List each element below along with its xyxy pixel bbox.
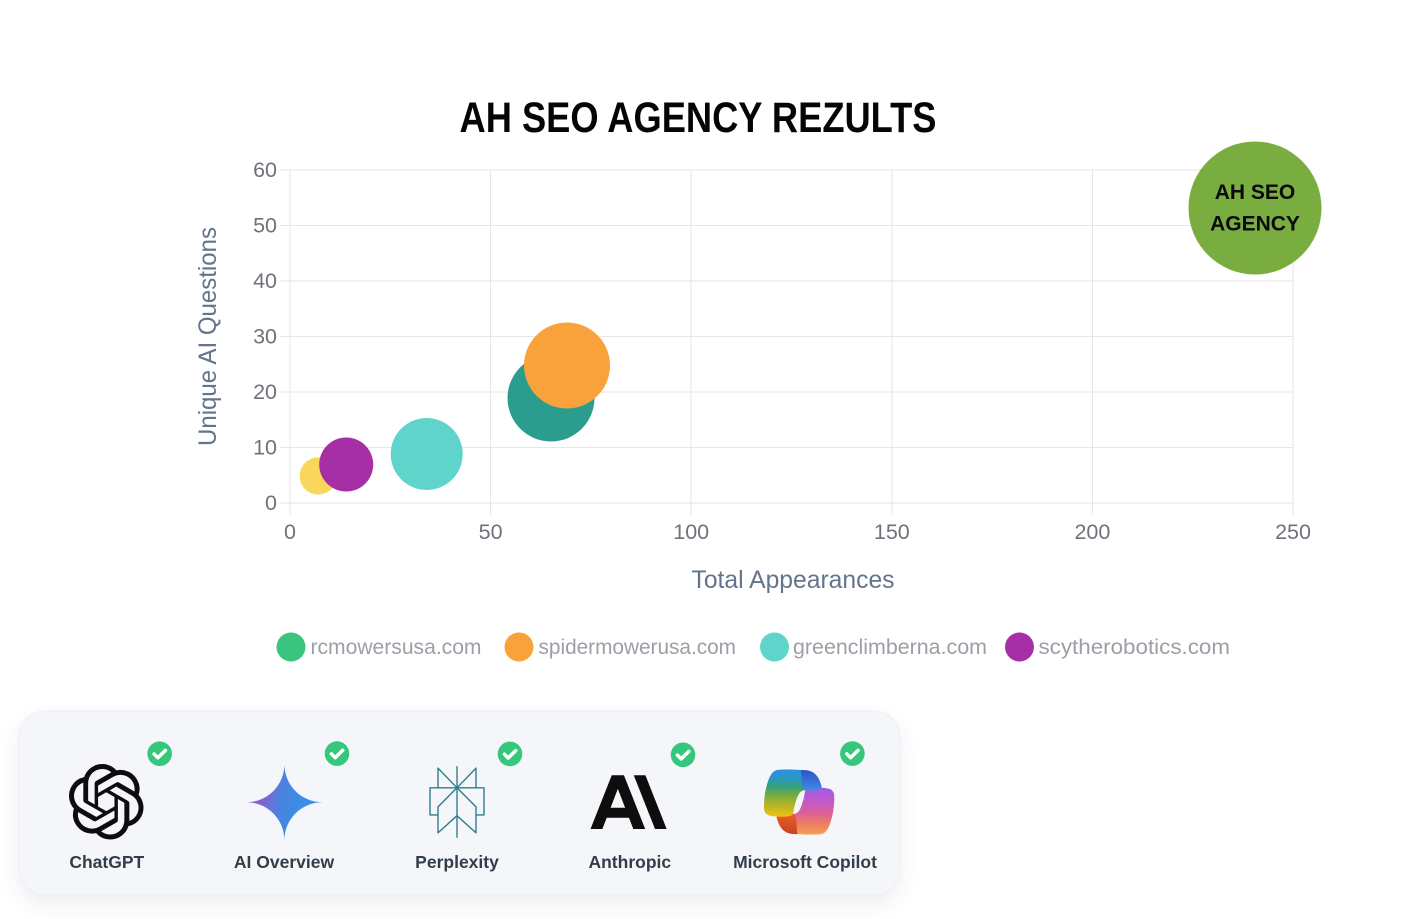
svg-text:Unique AI Questions: Unique AI Questions (194, 227, 222, 446)
svg-text:200: 200 (1074, 520, 1110, 544)
svg-text:AH SEO AGENCY REZULTS: AH SEO AGENCY REZULTS (460, 95, 937, 142)
svg-text:scytherobotics.com: scytherobotics.com (1039, 636, 1231, 659)
svg-text:40: 40 (253, 269, 277, 293)
svg-text:10: 10 (253, 436, 277, 460)
svg-text:Perplexity: Perplexity (415, 852, 499, 872)
svg-text:spidermowerusa.com: spidermowerusa.com (539, 636, 737, 659)
svg-text:0: 0 (265, 491, 277, 515)
svg-text:150: 150 (874, 520, 910, 544)
svg-text:20: 20 (253, 380, 277, 404)
svg-text:100: 100 (673, 520, 709, 544)
svg-text:greenclimberna.com: greenclimberna.com (793, 636, 987, 659)
svg-text:Anthropic: Anthropic (588, 852, 671, 872)
svg-text:50: 50 (479, 520, 503, 544)
svg-text:AI Overview: AI Overview (234, 852, 335, 872)
svg-text:0: 0 (284, 520, 296, 544)
svg-text:ChatGPT: ChatGPT (69, 852, 144, 872)
svg-text:Total Appearances: Total Appearances (692, 566, 895, 594)
svg-text:AGENCY: AGENCY (1210, 213, 1300, 236)
svg-text:AH SEO: AH SEO (1215, 181, 1296, 204)
svg-text:Microsoft Copilot: Microsoft Copilot (733, 852, 877, 872)
svg-text:rcmowersusa.com: rcmowersusa.com (311, 636, 482, 659)
svg-text:30: 30 (253, 325, 277, 349)
svg-text:250: 250 (1275, 520, 1311, 544)
svg-text:50: 50 (253, 214, 277, 238)
svg-text:60: 60 (253, 158, 277, 182)
